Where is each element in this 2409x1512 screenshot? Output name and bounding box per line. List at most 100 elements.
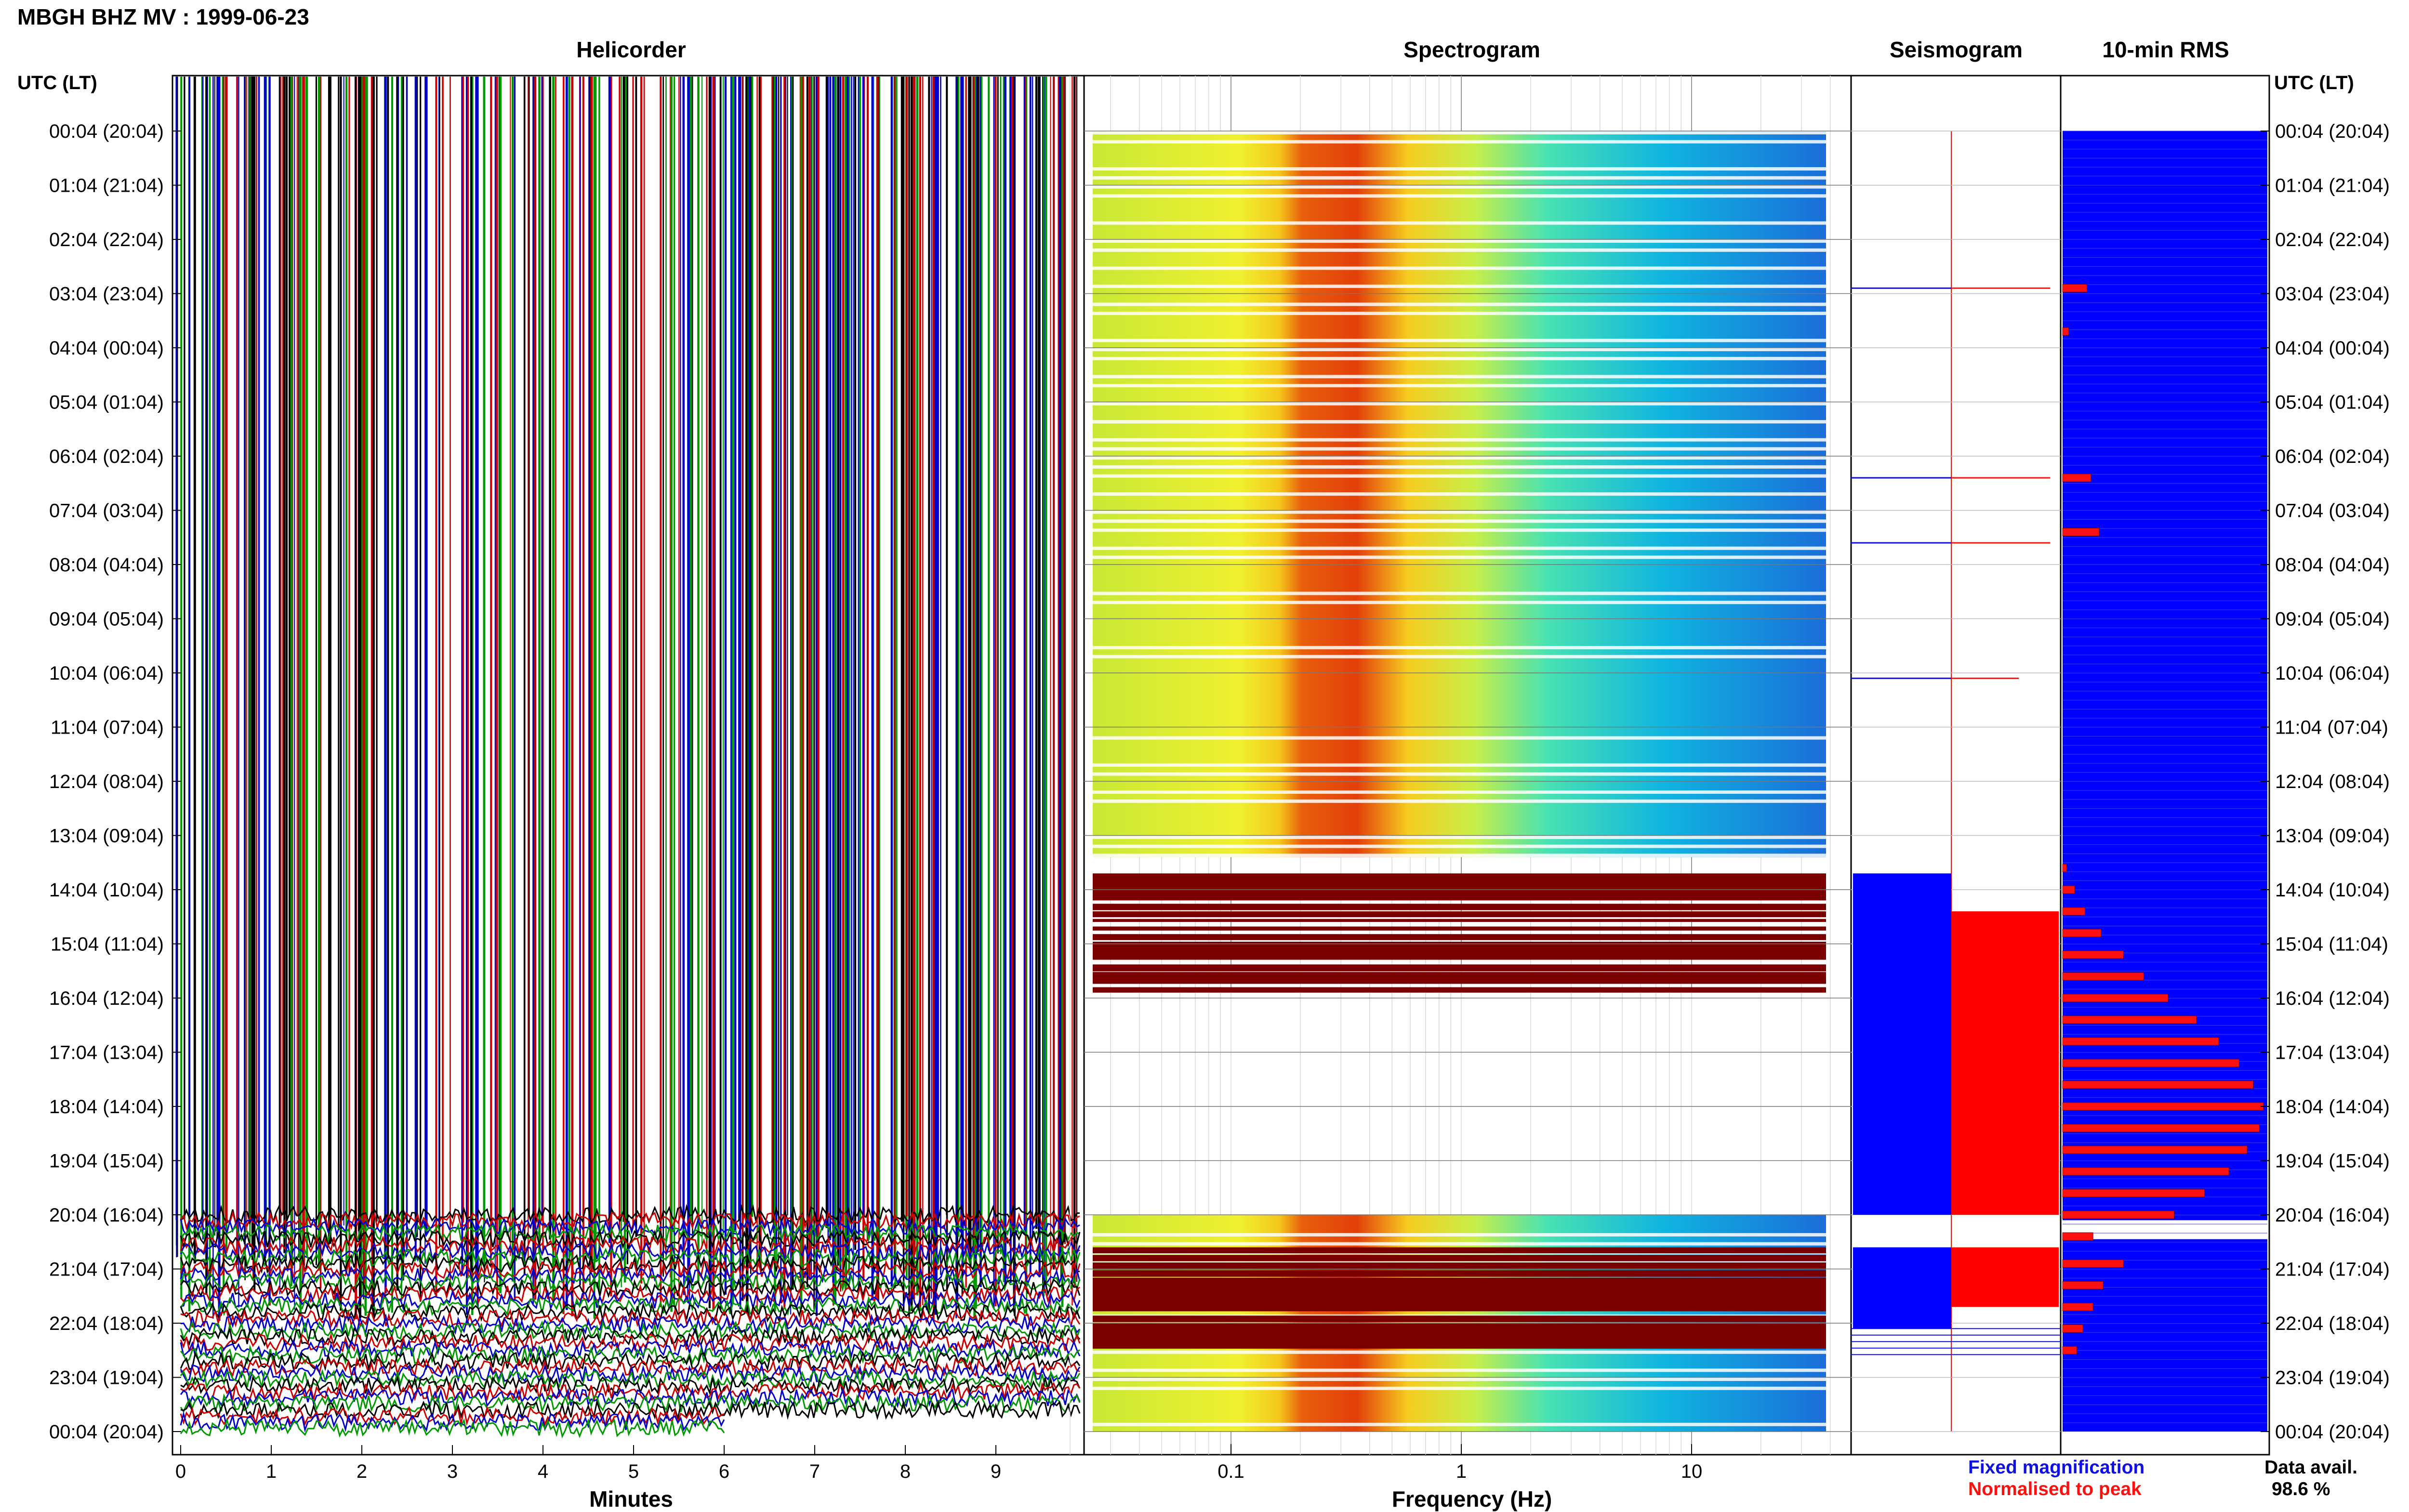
legend-fixed-magnification: Fixed magnification xyxy=(1968,1457,2145,1478)
rms-plot xyxy=(2062,131,2267,1432)
rms-bar xyxy=(2062,1259,2124,1268)
rms-bar xyxy=(2062,907,2085,916)
rms-bar xyxy=(2062,1346,2077,1354)
helicorder-x-tick-label: 4 xyxy=(538,1461,548,1482)
helicorder-trace xyxy=(180,1326,1081,1347)
spectrogram-gap-line xyxy=(1093,420,1826,424)
spectrogram-gap-line xyxy=(1093,601,1826,605)
time-label-left: 01:04 (21:04) xyxy=(49,175,164,197)
rms-bar xyxy=(2062,864,2067,872)
spectrogram-gap-line xyxy=(1093,655,1826,658)
helicorder-trace xyxy=(180,1332,1081,1354)
time-label-left: 08:04 (04:04) xyxy=(49,554,164,576)
spectrogram-gap-line xyxy=(1093,1386,1826,1390)
spectrogram-gap-line xyxy=(1093,510,1826,514)
time-label-left: 15:04 (11:04) xyxy=(51,934,164,955)
spectrogram-gap-band xyxy=(1093,904,1826,910)
time-label-left: 10:04 (06:04) xyxy=(49,663,164,684)
spectrogram-gap-line xyxy=(1093,1368,1826,1372)
time-axis-header-right: UTC (LT) xyxy=(2274,72,2354,93)
helicorder-trace xyxy=(180,1411,725,1433)
spectrogram-gap-band xyxy=(1093,1262,1826,1270)
rms-bar xyxy=(2062,1037,2219,1046)
time-label-left: 05:04 (01:04) xyxy=(49,392,164,413)
time-label-right: 19:04 (15:04) xyxy=(2275,1151,2390,1172)
rms-bar xyxy=(2062,528,2100,536)
spectrogram-gap-band xyxy=(1093,1308,1826,1312)
rms-bar xyxy=(2062,1080,2254,1089)
spectrogram-gap-line xyxy=(1093,348,1826,352)
time-label-left: 19:04 (15:04) xyxy=(49,1151,164,1172)
spectrogram-gap-line xyxy=(1093,239,1826,243)
spectrogram-gap-line xyxy=(1093,799,1826,803)
spectrogram-gap-band xyxy=(1093,911,1826,918)
time-label-left: 12:04 (08:04) xyxy=(49,771,164,792)
rms-bar xyxy=(2062,1302,2093,1311)
helicorder-x-tick-label: 9 xyxy=(991,1461,1001,1482)
time-label-left: 06:04 (02:04) xyxy=(49,446,164,467)
helicorder-trace xyxy=(180,1222,1080,1244)
spectrogram-gap-band xyxy=(1093,1338,1826,1349)
spectrogram-gap-band xyxy=(1093,964,1826,972)
spectrogram-gap-line xyxy=(1093,248,1826,252)
spectrogram-gap-line xyxy=(1093,645,1826,649)
spectrogram-gap-band xyxy=(1093,949,1826,958)
time-label-right: 21:04 (17:04) xyxy=(2275,1259,2390,1280)
rms-bar xyxy=(2062,1102,2264,1111)
helicorder-trace xyxy=(180,1296,1081,1316)
rms-bar xyxy=(2062,1167,2229,1176)
time-label-right: 16:04 (12:04) xyxy=(2275,988,2390,1009)
spectrogram-gap-band xyxy=(1093,888,1826,897)
spectrogram-gap-line xyxy=(1093,492,1826,496)
helicorder-x-tick-label: 2 xyxy=(357,1461,367,1482)
spectrogram-x-tick-label: 10 xyxy=(1681,1461,1703,1482)
time-label-left: 02:04 (22:04) xyxy=(49,229,164,250)
spectrogram-gap-line xyxy=(1093,763,1826,767)
spectrogram-gap-line xyxy=(1093,447,1826,451)
rms-bar xyxy=(2062,1189,2205,1197)
spectrogram-x-tick-label: 0.1 xyxy=(1218,1461,1244,1482)
spectrogram-gap-band xyxy=(1093,1285,1826,1294)
rms-bar xyxy=(2062,327,2069,336)
rms-bar xyxy=(2062,972,2144,981)
spectrogram-gap-line xyxy=(1093,844,1826,848)
spectrogram-gap-line xyxy=(1093,312,1826,316)
spectrogram-x-tick-label: 1 xyxy=(1456,1461,1467,1482)
rms-bar xyxy=(2062,1124,2260,1132)
spectrogram-gap-band xyxy=(1093,987,1826,994)
spectrogram-no-data xyxy=(1093,992,1826,1215)
spectrogram-gap-line xyxy=(1093,1233,1826,1236)
helicorder-trace xyxy=(180,1289,1081,1311)
rms-bar xyxy=(2062,950,2124,959)
helicorder-xlabel: Minutes xyxy=(589,1486,673,1512)
spectrogram-gap-line xyxy=(1093,1378,1826,1381)
time-label-right: 12:04 (08:04) xyxy=(2275,771,2390,792)
spectrogram-gap-band xyxy=(1093,1270,1826,1277)
time-label-right: 23:04 (19:04) xyxy=(2275,1367,2390,1389)
rms-bar xyxy=(2062,473,2091,482)
spectrogram-plot xyxy=(1070,76,1851,1455)
time-label-right: 00:04 (20:04) xyxy=(2275,121,2390,142)
helicorder-trace xyxy=(180,1265,1081,1287)
time-label-right: 02:04 (22:04) xyxy=(2275,229,2390,250)
time-label-right: 18:04 (14:04) xyxy=(2275,1096,2390,1118)
rms-bar xyxy=(2062,1015,2197,1024)
rms-bar xyxy=(2062,1324,2083,1333)
spectrogram-gap-band xyxy=(1093,942,1826,950)
spectrogram-gap-band xyxy=(1093,1300,1826,1310)
time-label-right: 03:04 (23:04) xyxy=(2275,284,2390,305)
spectrogram-gap-band xyxy=(1093,881,1826,889)
spectrogram-gap-band xyxy=(1093,896,1826,901)
seismogram-fixed-block xyxy=(1853,873,1951,1215)
helicorder-trace xyxy=(180,1241,1081,1262)
seismogram-fixed-block xyxy=(1853,1247,1951,1329)
spectrogram-gap-band xyxy=(1093,1247,1826,1254)
helicorder-trace xyxy=(180,1363,1081,1384)
helicorder-x-tick-label: 7 xyxy=(809,1461,820,1482)
spectrogram-gap-line xyxy=(1093,772,1826,776)
spectrogram-gap-line xyxy=(1093,519,1826,523)
time-label-right: 05:04 (01:04) xyxy=(2275,392,2390,413)
helicorder-trace xyxy=(180,1399,1081,1421)
spectrogram-gap-line xyxy=(1093,555,1826,559)
